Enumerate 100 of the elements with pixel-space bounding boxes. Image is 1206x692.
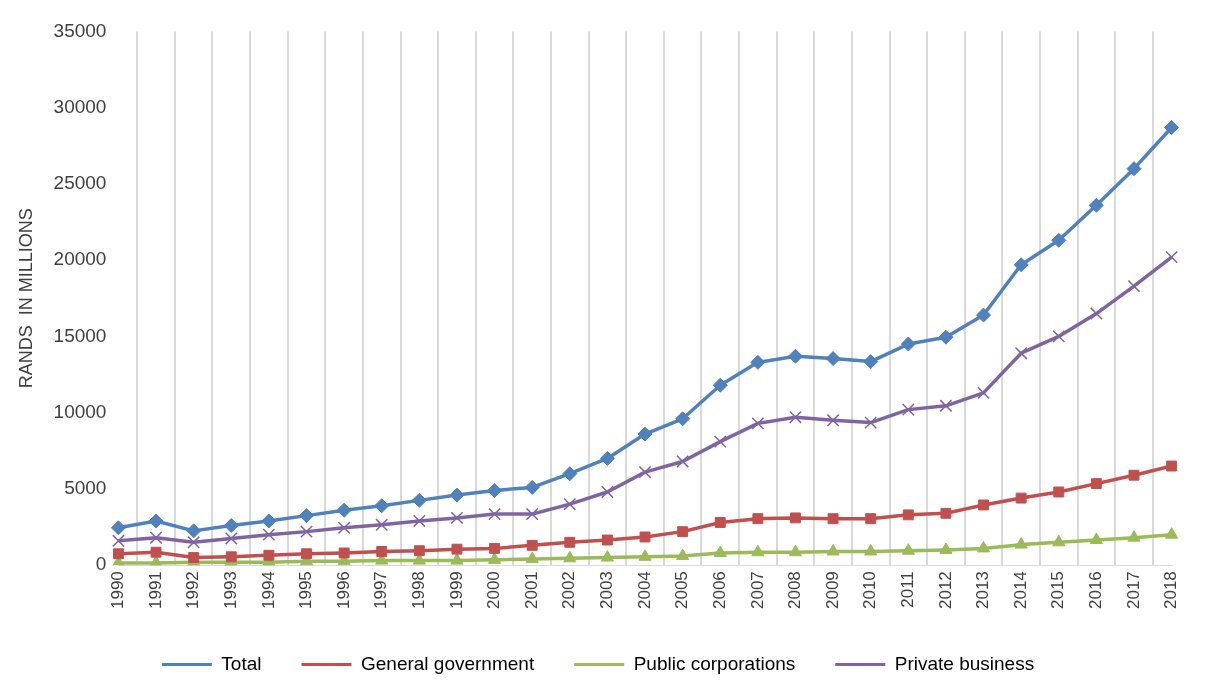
point bbox=[864, 416, 878, 429]
point bbox=[977, 386, 990, 400]
point bbox=[451, 543, 463, 555]
point bbox=[790, 512, 801, 524]
x-tick-label: 2002 bbox=[559, 571, 579, 610]
point bbox=[750, 354, 766, 370]
point bbox=[563, 497, 577, 511]
point bbox=[376, 546, 388, 557]
point bbox=[601, 534, 613, 546]
point bbox=[1165, 527, 1179, 539]
point bbox=[1053, 486, 1065, 498]
point bbox=[186, 523, 202, 539]
point bbox=[976, 307, 992, 323]
point bbox=[413, 545, 425, 557]
y-tick-label: 30000 bbox=[53, 95, 107, 117]
point bbox=[1127, 530, 1141, 542]
x-tick-label: 1994 bbox=[258, 571, 278, 610]
point bbox=[639, 531, 651, 543]
point bbox=[713, 435, 727, 449]
x-tick-label: 1997 bbox=[371, 571, 391, 610]
point bbox=[637, 426, 653, 442]
point bbox=[1166, 460, 1178, 472]
point bbox=[1089, 307, 1103, 320]
x-tick-label: 2003 bbox=[597, 571, 617, 610]
y-tick-label: 10000 bbox=[53, 400, 107, 422]
point bbox=[412, 514, 426, 528]
x-tick-label: 2015 bbox=[1048, 571, 1068, 610]
point bbox=[488, 552, 502, 564]
y-tick-label: 15000 bbox=[53, 324, 107, 346]
point bbox=[187, 535, 201, 549]
point bbox=[675, 411, 691, 427]
point bbox=[338, 547, 350, 559]
point bbox=[865, 513, 877, 525]
x-tick-label: 1993 bbox=[220, 571, 240, 610]
x-tick-label: 1998 bbox=[409, 571, 429, 610]
point bbox=[562, 466, 578, 482]
x-tick-label: 2009 bbox=[822, 571, 842, 610]
y-tick-label: 20000 bbox=[53, 248, 107, 270]
point bbox=[525, 551, 539, 564]
point bbox=[526, 539, 538, 551]
point bbox=[375, 518, 389, 532]
point bbox=[1126, 161, 1142, 177]
point bbox=[978, 499, 989, 511]
x-tick-label: 2004 bbox=[634, 571, 654, 610]
point bbox=[110, 520, 126, 536]
point bbox=[789, 410, 802, 424]
point bbox=[524, 479, 540, 495]
point bbox=[600, 550, 614, 562]
point bbox=[638, 465, 652, 479]
point bbox=[1052, 534, 1066, 547]
point bbox=[788, 544, 803, 557]
point bbox=[1089, 532, 1103, 545]
point bbox=[112, 534, 125, 548]
point bbox=[827, 513, 839, 525]
point bbox=[900, 336, 916, 352]
point bbox=[1128, 469, 1140, 481]
x-tick-label: 2011 bbox=[898, 571, 917, 608]
x-tick-label: 1996 bbox=[333, 571, 353, 610]
point bbox=[676, 548, 690, 561]
point bbox=[223, 518, 239, 534]
point bbox=[1088, 197, 1104, 213]
point bbox=[751, 544, 765, 557]
point bbox=[713, 545, 727, 557]
point bbox=[1090, 478, 1102, 490]
x-tick-label: 2017 bbox=[1123, 571, 1143, 610]
point bbox=[487, 482, 503, 498]
point bbox=[261, 513, 277, 529]
point bbox=[300, 525, 313, 539]
x-tick-label: 1990 bbox=[108, 571, 128, 610]
point bbox=[714, 517, 726, 528]
point bbox=[901, 403, 915, 417]
legend-label: Public corporations bbox=[633, 652, 796, 674]
point bbox=[337, 521, 351, 535]
x-tick-label: 2006 bbox=[709, 571, 729, 610]
point bbox=[938, 329, 954, 345]
x-tick-label: 2010 bbox=[860, 571, 880, 610]
point bbox=[863, 354, 879, 370]
point bbox=[336, 502, 352, 518]
point bbox=[677, 526, 689, 538]
point bbox=[449, 487, 465, 503]
legend-label: General government bbox=[360, 652, 535, 674]
x-tick-label: 2013 bbox=[973, 571, 993, 610]
point bbox=[374, 498, 390, 514]
point bbox=[751, 416, 765, 430]
point bbox=[939, 542, 953, 554]
point bbox=[902, 509, 914, 521]
point bbox=[901, 543, 915, 555]
x-tick-label: 2012 bbox=[935, 571, 955, 610]
legend-label: Total bbox=[221, 652, 262, 674]
y-tick-label: 25000 bbox=[53, 172, 107, 194]
point bbox=[150, 546, 162, 558]
x-tick-label: 2001 bbox=[521, 571, 541, 610]
point bbox=[489, 542, 501, 554]
x-tick-label: 2018 bbox=[1161, 571, 1181, 610]
point bbox=[599, 450, 615, 466]
x-tick-label: 1992 bbox=[183, 571, 203, 610]
point bbox=[411, 492, 427, 508]
point bbox=[1015, 492, 1027, 504]
point bbox=[1165, 250, 1179, 264]
x-tick-label: 1999 bbox=[446, 571, 466, 610]
